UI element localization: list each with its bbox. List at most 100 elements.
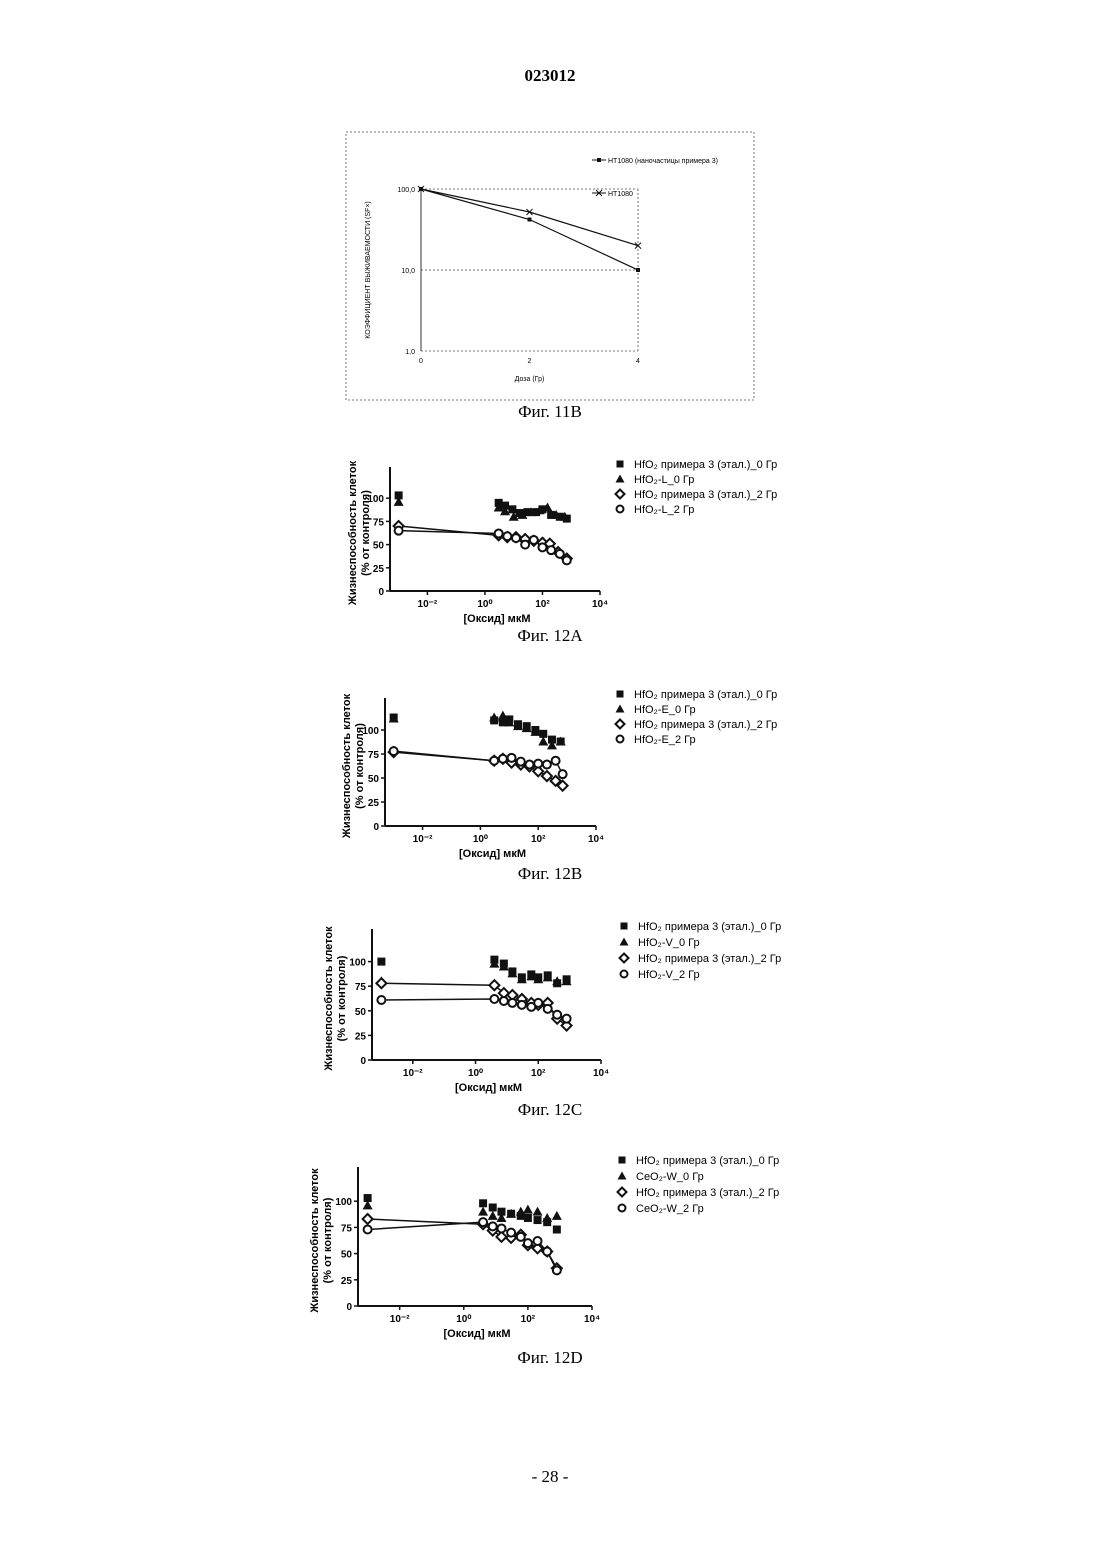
- y-axis-title-line2: (% от контроля): [360, 490, 372, 576]
- data-point: [534, 1237, 542, 1245]
- figure-caption-12a: Фиг. 12А: [0, 626, 1100, 646]
- legend-marker: [620, 954, 629, 963]
- data-point: [377, 958, 385, 966]
- figure-caption-12c: Фиг. 12С: [0, 1100, 1100, 1120]
- data-point: [479, 1218, 487, 1226]
- legend-marker: [617, 736, 624, 743]
- y-tick-label: 0: [346, 1302, 352, 1313]
- x-tick-label: 10⁰: [473, 834, 488, 845]
- legend-marker: [597, 158, 601, 162]
- data-point: [635, 243, 641, 249]
- data-point: [488, 1211, 498, 1220]
- y-tick-label: 50: [368, 774, 380, 785]
- y-tick-label: 25: [341, 1276, 353, 1287]
- data-point: [543, 1248, 551, 1256]
- data-point: [489, 1203, 497, 1211]
- legend-label: HfO₂-V_2 Гр: [638, 969, 700, 981]
- y-tick-label: 0: [373, 822, 379, 833]
- y-axis-title: КОЭФФИЦИЕНТ ВЫЖИВАЕМОСТИ (SF×): [365, 201, 372, 338]
- page-number: 023012: [0, 66, 1100, 86]
- legend-label: HfO₂-L_0 Гр: [634, 474, 694, 486]
- data-point: [503, 532, 511, 540]
- legend-label: HfO₂ примера 3 (этал.)_2 Гр: [638, 953, 781, 965]
- legend-marker: [617, 461, 624, 468]
- data-point: [636, 268, 640, 272]
- data-point: [563, 556, 571, 564]
- data-point: [377, 996, 385, 1004]
- x-axis-title: Доза (Гр): [515, 376, 545, 383]
- legend-label: HT1080: [608, 191, 633, 198]
- data-point: [500, 997, 508, 1005]
- series-line: [421, 189, 638, 246]
- legend-marker: [616, 705, 625, 713]
- data-point: [556, 550, 564, 558]
- data-point: [364, 1225, 372, 1233]
- data-point: [553, 1266, 561, 1274]
- x-tick-label: 10²: [531, 834, 546, 845]
- data-point: [499, 755, 507, 763]
- figure-caption-12d: Фиг. 12D: [0, 1348, 1100, 1368]
- legend-label: HfO₂-L_2 Гр: [634, 504, 694, 516]
- legend-marker: [621, 923, 628, 930]
- y-tick-label: 75: [373, 517, 385, 528]
- data-point: [544, 1005, 552, 1013]
- y-tick-label: 50: [341, 1250, 353, 1261]
- legend-marker: [616, 490, 625, 499]
- legend-marker: [617, 506, 624, 513]
- x-tick-label: 10²: [535, 599, 550, 610]
- data-point: [534, 999, 542, 1007]
- x-tick-label: 10²: [521, 1314, 536, 1325]
- y-tick-label: 25: [368, 798, 380, 809]
- data-point: [547, 546, 555, 554]
- x-tick-label: 10⁴: [593, 1068, 609, 1079]
- y-axis-title-line2: (% от контроля): [336, 955, 348, 1041]
- x-tick-label: 2: [528, 358, 532, 365]
- data-point: [525, 761, 533, 769]
- y-axis-title-line2: (% от контроля): [354, 723, 366, 809]
- data-point: [534, 1216, 542, 1224]
- legend-marker: [618, 1172, 627, 1180]
- data-point: [479, 1199, 487, 1207]
- legend-label: HfO₂-V_0 Гр: [638, 937, 700, 949]
- x-tick-label: 10²: [531, 1068, 546, 1079]
- legend-label: HfO₂ примера 3 (этал.)_2 Гр: [636, 1187, 779, 1199]
- data-point: [552, 757, 560, 765]
- legend-label: HfO₂ примера 3 (этал.)_0 Гр: [634, 459, 777, 471]
- chart-fig-12d: 025507510010⁻²10⁰10²10⁴[Оксид] мкМЖизнес…: [0, 1145, 1100, 1350]
- legend-label: HfO₂-E_0 Гр: [634, 704, 696, 716]
- chart-fig-11b: 1,010,0100,0024Доза (Гр)КОЭФФИЦИЕНТ ВЫЖИ…: [0, 130, 1100, 420]
- data-point: [552, 1211, 562, 1220]
- series-line: [421, 189, 638, 270]
- y-tick-label: 10,0: [401, 268, 415, 275]
- legend-marker: [621, 971, 628, 978]
- data-point: [490, 995, 498, 1003]
- data-point: [563, 1015, 571, 1023]
- data-point: [534, 760, 542, 768]
- data-point: [533, 1207, 543, 1216]
- y-tick-label: 100: [349, 958, 366, 969]
- data-point: [559, 770, 567, 778]
- data-point: [538, 543, 546, 551]
- x-tick-label: 10⁴: [588, 834, 604, 845]
- data-point: [478, 1207, 488, 1216]
- legend-label: CeO₂-W_0 Гр: [636, 1171, 704, 1183]
- data-point: [543, 761, 551, 769]
- data-point: [497, 1224, 505, 1232]
- data-point: [508, 999, 516, 1007]
- x-tick-label: 10⁴: [584, 1314, 600, 1325]
- data-point: [508, 505, 516, 513]
- x-axis-title: [Оксид] мкМ: [444, 1328, 511, 1340]
- y-tick-label: 75: [341, 1223, 353, 1234]
- data-point: [376, 978, 386, 988]
- page-footer: - 28 -: [0, 1467, 1100, 1487]
- legend-marker: [616, 720, 625, 729]
- x-tick-label: 10⁰: [468, 1068, 483, 1079]
- y-tick-label: 0: [360, 1056, 366, 1067]
- data-point: [498, 711, 508, 720]
- y-axis-title-line1: Жизнеспособность клеток: [347, 460, 359, 606]
- legend-label: HfO₂-E_2 Гр: [634, 734, 696, 746]
- data-point: [553, 1011, 561, 1019]
- legend-marker: [616, 475, 625, 483]
- data-point: [395, 527, 403, 535]
- y-tick-label: 0: [378, 587, 384, 598]
